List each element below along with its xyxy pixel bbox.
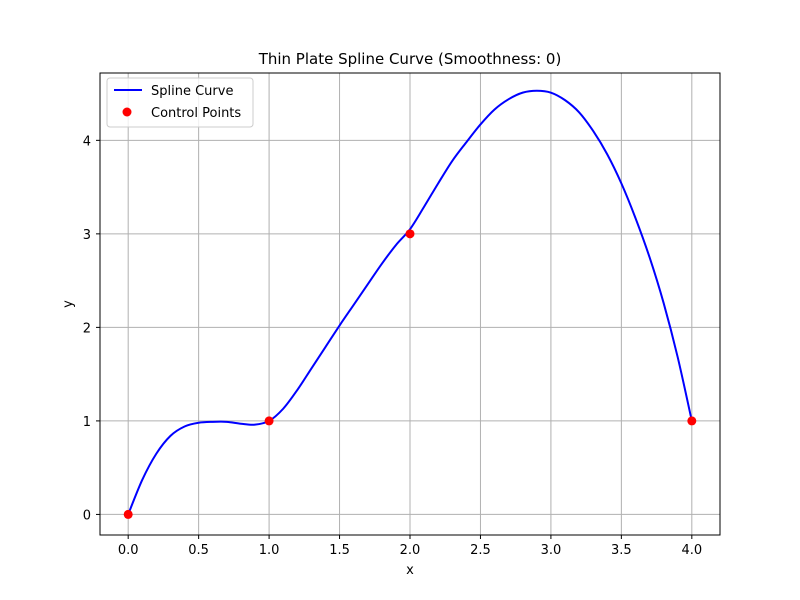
x-tick-label: 1.5 [329,543,350,558]
x-tick-label: 3.0 [541,543,562,558]
control-point [264,416,274,426]
x-tick-label: 1.0 [259,543,280,558]
legend-label-spline-curve: Spline Curve [151,84,233,99]
grid [100,73,720,535]
y-axis-ticks: 0 1 2 3 4 [83,134,100,523]
x-tick-label: 0.5 [188,543,209,558]
spline-curve-layer [127,89,693,515]
x-tick-label: 3.5 [611,543,632,558]
x-tick-label: 0.0 [118,543,139,558]
control-point [405,229,415,239]
control-points-layer [123,229,697,519]
legend-point-swatch [122,107,132,117]
x-tick-label: 2.0 [400,543,421,558]
y-tick-label: 2 [83,321,91,336]
legend-box [106,77,254,128]
legend-label-control-points: Control Points [151,106,241,121]
x-axis-label: x [406,563,414,578]
x-axis-ticks: 0.0 0.5 1.0 1.5 2.0 2.5 3.0 3.5 4.0 [118,535,702,558]
chart-title: Thin Plate Spline Curve (Smoothness: 0) [258,50,562,68]
x-tick-label: 4.0 [681,543,702,558]
y-tick-label: 4 [83,134,91,149]
spline-curve-line [127,89,693,515]
y-tick-label: 3 [83,228,91,243]
control-point [687,416,697,426]
y-axis-label: y [61,300,76,308]
x-tick-label: 2.5 [470,543,491,558]
y-tick-label: 0 [83,508,91,523]
legend: Spline Curve Control Points [106,77,254,128]
control-point [123,509,133,519]
y-tick-label: 1 [83,415,91,430]
